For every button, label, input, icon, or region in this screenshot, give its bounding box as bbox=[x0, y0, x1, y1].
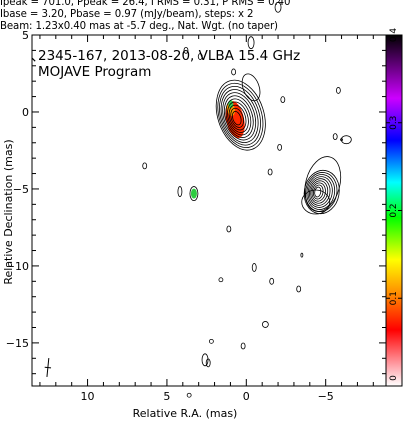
beam-minor-axis bbox=[44, 366, 52, 369]
x-axis-label: Relative R.A. (mas) bbox=[133, 407, 238, 420]
small-contour bbox=[247, 36, 255, 50]
core-contour bbox=[227, 101, 249, 133]
small-contour bbox=[335, 87, 341, 94]
colorbar-tick-label: 0.4 bbox=[389, 28, 399, 43]
jet-contour bbox=[307, 176, 333, 208]
core-contour bbox=[241, 73, 261, 102]
component-contour bbox=[189, 186, 199, 201]
small-contour bbox=[267, 168, 273, 176]
colorbar-tick-label: 0.2 bbox=[389, 203, 399, 217]
jet-contour bbox=[304, 156, 342, 212]
header-line-3: Beam: 1.23x0.40 mas at -5.7 deg., Nat. W… bbox=[0, 21, 278, 32]
small-contour bbox=[208, 338, 214, 344]
small-contour bbox=[340, 138, 343, 142]
small-contour bbox=[261, 321, 269, 328]
header-line-1: Ipeak = 701.0, Ppeak = 26.4, I RMS = 0.3… bbox=[0, 0, 291, 8]
map-title: 2345-167, 2013-08-20, VLBA 15.4 GHz bbox=[38, 48, 300, 64]
y-axis-label: Relative Declination (mas) bbox=[2, 139, 15, 284]
jet-contour bbox=[301, 189, 331, 215]
x-tick-label: −5 bbox=[318, 390, 334, 403]
x-tick-label: 0 bbox=[243, 390, 250, 403]
y-tick-label: −5 bbox=[13, 183, 29, 196]
small-contour bbox=[274, 1, 282, 13]
y-tick-label: 5 bbox=[22, 29, 29, 42]
core-contour bbox=[219, 86, 261, 146]
plot-frame bbox=[31, 34, 387, 387]
component-pol-green bbox=[190, 188, 197, 199]
header-line-2: Ibase = 3.20, Pbase = 0.97 (mJy/beam), s… bbox=[0, 9, 254, 20]
edge-artifact bbox=[31, 57, 36, 62]
core-contour bbox=[223, 95, 254, 138]
contour-layer bbox=[31, 1, 352, 398]
colorbar-tick-label: 0 bbox=[389, 375, 399, 381]
jet-contour bbox=[314, 186, 322, 198]
core-contour bbox=[225, 98, 252, 136]
core-contour bbox=[220, 89, 259, 143]
small-contour bbox=[296, 285, 302, 293]
colorbar-tick-label: 0.1 bbox=[389, 291, 399, 305]
colorbar-tick-label: 0.3 bbox=[389, 116, 399, 130]
small-contour bbox=[186, 392, 192, 398]
small-contour bbox=[201, 353, 209, 367]
core-contour bbox=[217, 82, 264, 148]
map-subtitle: MOJAVE Program bbox=[38, 64, 151, 80]
small-contour bbox=[251, 263, 257, 272]
small-contour bbox=[142, 162, 148, 170]
jet-contour bbox=[312, 184, 324, 200]
small-contour bbox=[340, 135, 352, 145]
axis-ticks: 10 5 0 −5 5 0 −5 −10 −15 bbox=[6, 29, 386, 403]
small-contour bbox=[218, 277, 224, 283]
x-tick-label: 10 bbox=[81, 390, 95, 403]
small-contour bbox=[280, 96, 286, 104]
small-contour bbox=[332, 133, 338, 141]
small-contour bbox=[197, 53, 203, 60]
small-contour bbox=[183, 46, 189, 54]
core-contour bbox=[232, 110, 242, 126]
colorbar-ticks: 0 0.1 0.2 0.3 0.4 bbox=[386, 28, 402, 387]
small-contour bbox=[205, 358, 211, 368]
y-tick-label: −10 bbox=[6, 260, 29, 273]
y-tick-label: 0 bbox=[22, 106, 29, 119]
core-contour bbox=[230, 107, 244, 128]
jet-contour bbox=[306, 174, 336, 210]
small-contour bbox=[277, 143, 283, 151]
core-contour bbox=[228, 104, 247, 131]
small-contour bbox=[300, 252, 304, 258]
small-contour bbox=[231, 68, 237, 76]
x-tick-label: 5 bbox=[163, 390, 170, 403]
core-contour bbox=[222, 92, 257, 141]
component-contour bbox=[177, 186, 183, 197]
small-contour bbox=[226, 225, 232, 233]
core-contour bbox=[215, 79, 266, 151]
jet-contour bbox=[309, 178, 331, 206]
y-tick-label: −15 bbox=[6, 337, 29, 350]
small-contour bbox=[240, 342, 246, 350]
small-contour bbox=[269, 277, 275, 285]
